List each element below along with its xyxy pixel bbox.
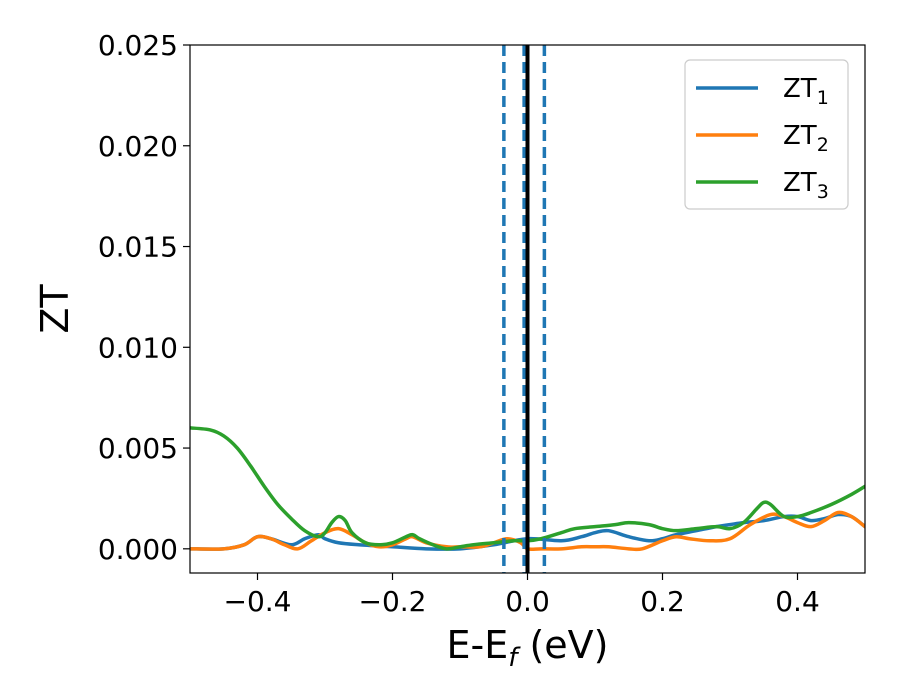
x-tick-label: −0.2 [359,585,427,618]
legend-label-zt2: ZT2 [783,121,829,156]
legend-label-zt1: ZT1 [783,74,829,109]
x-axis-label: E-Ef (eV) [447,623,609,673]
x-tick-label: 0.2 [640,585,685,618]
y-tick-label: 0.020 [98,130,178,163]
y-axis-label: ZT [33,284,77,334]
y-tick-label: 0.015 [98,231,178,264]
legend-label-zt3: ZT3 [783,168,829,203]
x-tick-label: −0.4 [224,585,292,618]
legend-box [684,59,849,210]
series-line-zt2 [190,510,865,552]
series-line-zt3 [190,426,865,551]
y-tick-label: 0.010 [98,331,178,364]
y-tick-label: 0.000 [98,533,178,566]
y-tick-label: 0.025 [98,29,178,62]
y-tick-label: 0.005 [98,432,178,465]
x-tick-label: 0.0 [505,585,550,618]
x-tick-label: 0.4 [775,585,820,618]
